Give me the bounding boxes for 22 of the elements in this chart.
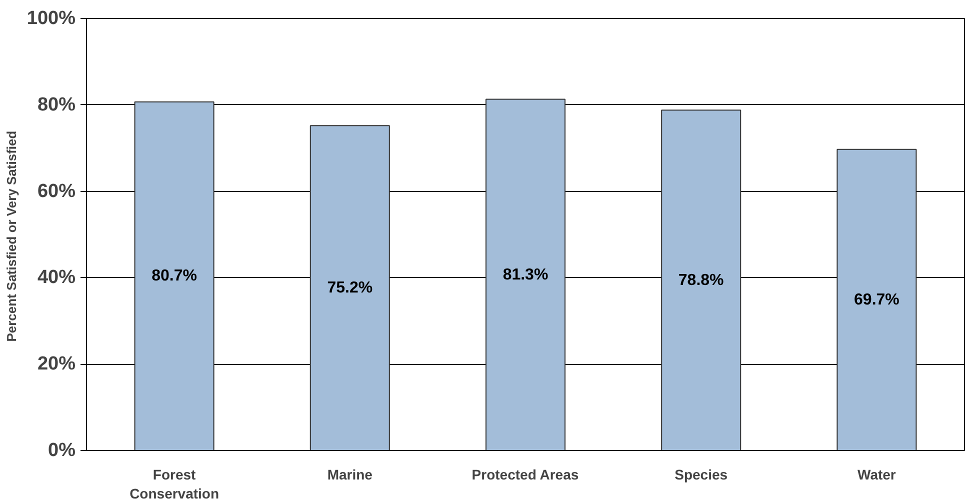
data-label: 69.7%	[854, 291, 900, 308]
bar	[836, 148, 917, 450]
y-tick-label: 100%	[26, 8, 76, 29]
data-label: 75.2%	[327, 280, 373, 297]
x-tick-label: Marine	[327, 466, 373, 482]
y-tick-label: 0%	[48, 440, 76, 461]
y-tick-label: 60%	[37, 180, 76, 202]
x-tick-label: Forest Conservation	[130, 466, 220, 502]
bar	[661, 110, 742, 450]
bar	[485, 98, 566, 450]
y-axis-title: Percent Satisfied or Very Satisfied	[4, 130, 19, 342]
y-tick-label: 20%	[37, 354, 76, 375]
data-label: 78.8%	[678, 272, 724, 289]
x-tick-label: Species	[674, 466, 728, 482]
x-tick-label: Water	[858, 466, 896, 482]
x-tick-label: Protected Areas	[472, 466, 579, 482]
data-label: 80.7%	[152, 268, 197, 285]
data-label: 81.3%	[502, 266, 548, 284]
bar	[134, 101, 214, 450]
bar	[310, 125, 390, 450]
y-tick-label: 40%	[37, 267, 76, 288]
y-tick-label: 80%	[37, 94, 76, 116]
